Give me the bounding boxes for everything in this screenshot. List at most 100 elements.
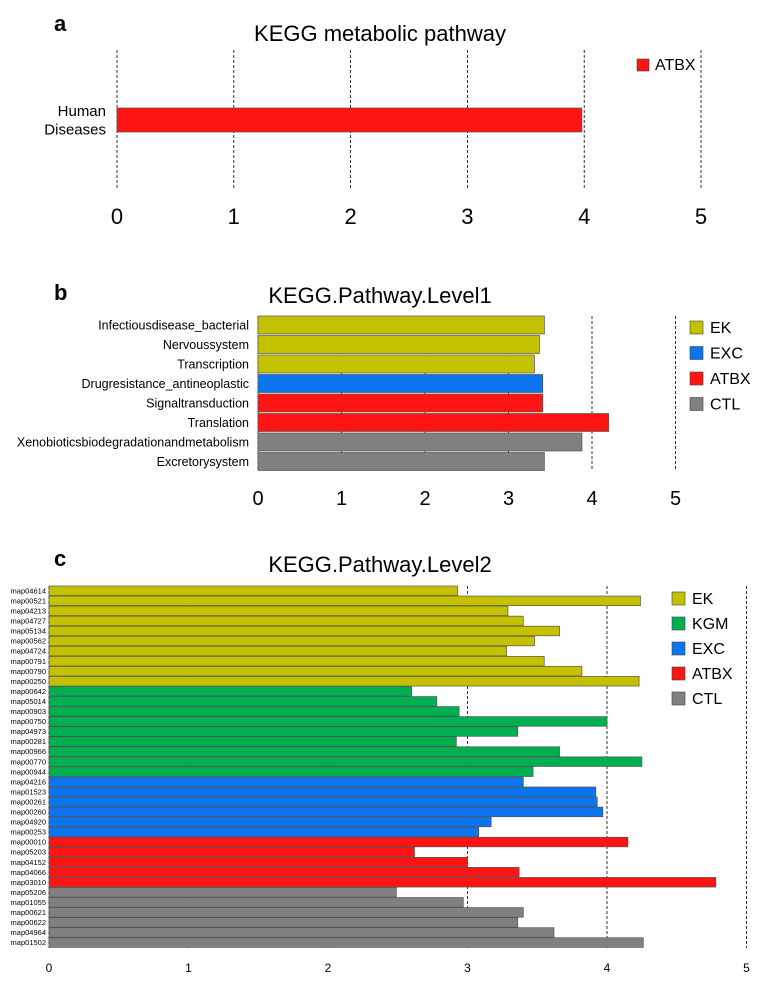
- legend-swatch: [689, 371, 704, 386]
- legend-swatch: [689, 397, 704, 411]
- bar: [48, 655, 545, 667]
- category-label: Signaltransduction: [146, 396, 249, 410]
- panel-b-bars: [257, 315, 610, 471]
- x-tick-label: 2: [325, 961, 332, 975]
- legend-swatch: [636, 58, 650, 72]
- bar: [257, 393, 544, 413]
- bar: [48, 856, 468, 868]
- category-label: map01523: [11, 787, 46, 796]
- x-tick-label: 3: [461, 204, 473, 229]
- category-label: map04973: [11, 727, 46, 736]
- panel-c-bars: [48, 585, 717, 948]
- category-label: Transcription: [177, 357, 249, 371]
- category-label: map00750: [11, 717, 46, 726]
- category-label: map00010: [11, 838, 46, 847]
- x-tick-label: 1: [185, 961, 192, 975]
- panel-b-legend: EK EXC ATBX CTL: [689, 320, 751, 414]
- category-label: Excretorysystem: [157, 455, 249, 469]
- bar: [48, 585, 459, 596]
- bar: [48, 746, 560, 757]
- bar: [257, 432, 583, 452]
- bar: [48, 615, 524, 627]
- x-tick-label: 5: [670, 488, 681, 510]
- bar: [116, 107, 583, 133]
- bar: [48, 786, 597, 797]
- category-label: map04964: [11, 928, 46, 937]
- legend-label: CTL: [692, 691, 722, 708]
- bar: [48, 836, 629, 848]
- category-label: map00966: [11, 747, 46, 756]
- bar: [257, 452, 545, 471]
- category-label: map00261: [11, 797, 46, 806]
- category-label: map04216: [11, 777, 46, 786]
- category-label: map04213: [11, 607, 46, 616]
- bar: [48, 766, 534, 777]
- x-tick-label: 2: [344, 204, 356, 229]
- category-label: map05014: [11, 697, 46, 706]
- category-label: map00621: [11, 908, 46, 917]
- category-label: map05206: [11, 888, 46, 897]
- bar: [48, 686, 413, 697]
- category-label: map00791: [11, 657, 46, 666]
- category-label: map00790: [11, 667, 46, 676]
- category-label: map00521: [11, 596, 46, 605]
- category-label: map00281: [11, 737, 46, 746]
- legend-label: ATBX: [655, 57, 696, 74]
- bar: [48, 927, 555, 938]
- legend-swatch: [671, 691, 686, 706]
- bar: [48, 635, 535, 647]
- category-label: map04152: [11, 858, 46, 867]
- bar: [48, 736, 457, 747]
- panel-c-legend: EK KGM EXC ATBX CTL: [671, 591, 733, 708]
- panel-a-bars: [116, 107, 583, 133]
- bar: [48, 776, 524, 787]
- bar: [48, 937, 644, 948]
- panel-a-legend: ATBX: [636, 57, 696, 74]
- category-label: map00260: [11, 808, 46, 817]
- x-tick-label: 1: [336, 488, 347, 510]
- x-tick-label: 0: [252, 488, 263, 510]
- bar: [48, 645, 507, 657]
- category-label: map01055: [11, 898, 46, 907]
- bar: [48, 816, 492, 828]
- legend-swatch: [671, 641, 686, 656]
- bar: [48, 887, 397, 898]
- category-label: Translation: [188, 416, 249, 430]
- bar: [48, 907, 524, 918]
- panel-b-category-labels: Infectiousdisease_bacterial Nervoussystem…: [17, 318, 249, 469]
- x-tick-label: 4: [586, 488, 597, 510]
- panel-a-category-labels: Human Diseases: [44, 103, 106, 139]
- bar: [48, 867, 520, 878]
- legend-label: EK: [710, 320, 732, 337]
- panel-c-tick-labels: 0 1 2 3 4 5: [46, 961, 751, 975]
- bar: [257, 335, 540, 354]
- category-label: Diseases: [44, 122, 106, 139]
- category-label: map00903: [11, 707, 46, 716]
- category-label: map00770: [11, 757, 46, 766]
- category-label: map05203: [11, 848, 46, 857]
- bar: [48, 846, 415, 858]
- bar: [48, 706, 460, 717]
- bar: [48, 676, 640, 687]
- category-label: map04920: [11, 818, 46, 827]
- legend-swatch: [671, 616, 686, 631]
- legend-label: CTL: [710, 397, 740, 414]
- x-tick-label: 4: [578, 204, 590, 229]
- category-label: map04724: [11, 647, 46, 656]
- legend-label: KGM: [692, 616, 728, 633]
- category-label: map00253: [11, 828, 46, 837]
- legend-swatch: [689, 346, 704, 360]
- panel-b-tick-labels: 0 1 2 3 4 5: [252, 488, 681, 510]
- bar: [48, 806, 604, 818]
- panel-a-tick-labels: 0 1 2 3 4 5: [111, 204, 707, 229]
- legend-label: ATBX: [710, 371, 751, 388]
- panel-a-title: KEGG metabolic pathway: [254, 21, 506, 46]
- category-label: map04614: [11, 586, 46, 595]
- x-tick-label: 5: [743, 961, 750, 975]
- x-tick-label: 5: [695, 204, 707, 229]
- bar: [48, 696, 438, 707]
- category-label: Drugresistance_antineoplastic: [82, 377, 249, 391]
- bar: [48, 917, 519, 928]
- panel-c-title: KEGG.Pathway.Level2: [268, 552, 491, 577]
